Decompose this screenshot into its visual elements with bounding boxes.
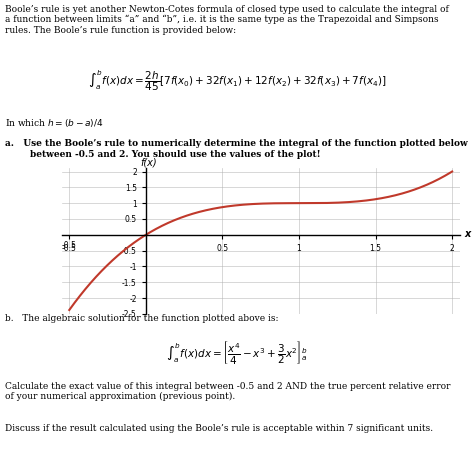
- Text: Discuss if the result calculated using the Boole’s rule is acceptable within 7 s: Discuss if the result calculated using t…: [5, 424, 433, 433]
- Text: $\int_a^b f(x)dx = \dfrac{2h}{45}[7f(x_0) + 32f(x_1) + 12f(x_2) + 32f(x_3) + 7f(: $\int_a^b f(x)dx = \dfrac{2h}{45}[7f(x_0…: [88, 69, 386, 93]
- Text: -0.5: -0.5: [62, 241, 77, 249]
- Text: x: x: [465, 229, 471, 239]
- Text: In which $h = (b - a)/4$: In which $h = (b - a)/4$: [5, 117, 103, 129]
- Text: a.   Use the Boole’s rule to numerically determine the integral of the function : a. Use the Boole’s rule to numerically d…: [5, 139, 467, 159]
- Text: f(x): f(x): [141, 158, 157, 168]
- Text: b.   The algebraic solution for the function plotted above is:: b. The algebraic solution for the functi…: [5, 314, 278, 323]
- Text: $\int_a^b f(x)dx = \left[\dfrac{x^4}{4} - x^3 + \dfrac{3}{2}x^2\right]_a^b$: $\int_a^b f(x)dx = \left[\dfrac{x^4}{4} …: [166, 339, 308, 366]
- Text: Boole’s rule is yet another Newton-Cotes formula of closed type used to calculat: Boole’s rule is yet another Newton-Cotes…: [5, 5, 448, 35]
- Text: Calculate the exact value of this integral between -0.5 and 2 AND the true perce: Calculate the exact value of this integr…: [5, 382, 450, 401]
